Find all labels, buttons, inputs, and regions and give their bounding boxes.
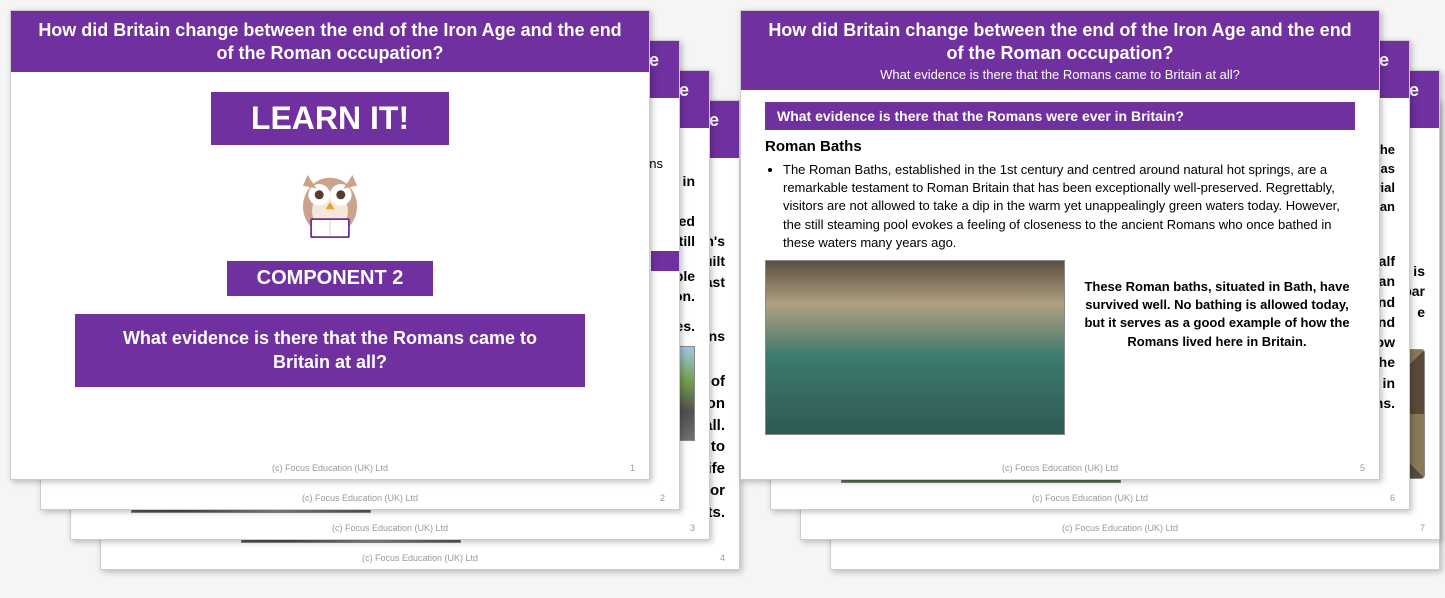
sub-question-bar: What evidence is there that the Romans w… <box>765 102 1355 130</box>
slide-footer: (c) Focus Education (UK) Ltd 1 <box>11 463 649 473</box>
slide-footer: (c) Focus Education (UK) Ltd 3 <box>71 523 709 533</box>
slide-footer: (c) Focus Education (UK) Ltd 5 <box>741 463 1379 473</box>
page-number: 7 <box>1420 523 1425 533</box>
copyright: (c) Focus Education (UK) Ltd <box>272 463 388 473</box>
section-title: Roman Baths <box>765 138 1355 155</box>
page-number: 5 <box>1360 463 1365 473</box>
header-subtitle: What evidence is there that the Romans c… <box>761 67 1359 82</box>
header-title: How did Britain change between the end o… <box>761 19 1359 64</box>
copyright: (c) Focus Education (UK) Ltd <box>332 523 448 533</box>
slide-front-1: How did Britain change between the end o… <box>10 10 650 480</box>
copyright: (c) Focus Education (UK) Ltd <box>302 493 418 503</box>
question-box: What evidence is there that the Romans c… <box>75 314 585 387</box>
slide-footer: (c) Focus Education (UK) Ltd 6 <box>771 493 1409 503</box>
page-number: 3 <box>690 523 695 533</box>
copyright: (c) Focus Education (UK) Ltd <box>1032 493 1148 503</box>
copyright: (c) Focus Education (UK) Ltd <box>1062 523 1178 533</box>
page-number: 6 <box>1390 493 1395 503</box>
component-box: COMPONENT 2 <box>227 261 434 296</box>
slide-header: How did Britain change between the end o… <box>11 11 649 72</box>
copyright: (c) Focus Education (UK) Ltd <box>1002 463 1118 473</box>
owl-icon <box>285 157 375 247</box>
purple-strip <box>651 251 679 271</box>
page-number: 1 <box>630 463 635 473</box>
header-title: How did Britain change between the end o… <box>31 19 629 64</box>
page-number: 4 <box>720 553 725 563</box>
body-text: The Roman Baths, established in the 1st … <box>783 161 1355 252</box>
slide-header: How did Britain change between the end o… <box>741 11 1379 90</box>
page-number: 2 <box>660 493 665 503</box>
photo-caption: These Roman baths, situated in Bath, hav… <box>1079 260 1355 351</box>
photo-roman-baths <box>765 260 1065 435</box>
slide-footer: (c) Focus Education (UK) Ltd 4 <box>101 553 739 563</box>
slide-footer: (c) Focus Education (UK) Ltd 7 <box>801 523 1439 533</box>
copyright: (c) Focus Education (UK) Ltd <box>362 553 478 563</box>
learn-it-box: LEARN IT! <box>211 92 449 145</box>
slide-footer: (c) Focus Education (UK) Ltd 2 <box>41 493 679 503</box>
slide-front-5: How did Britain change between the end o… <box>740 10 1380 480</box>
